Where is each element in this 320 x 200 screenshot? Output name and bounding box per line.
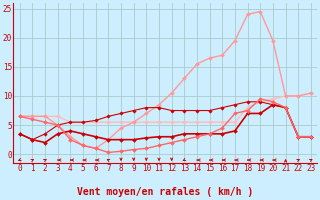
X-axis label: Vent moyen/en rafales ( km/h ): Vent moyen/en rafales ( km/h )	[77, 187, 253, 197]
